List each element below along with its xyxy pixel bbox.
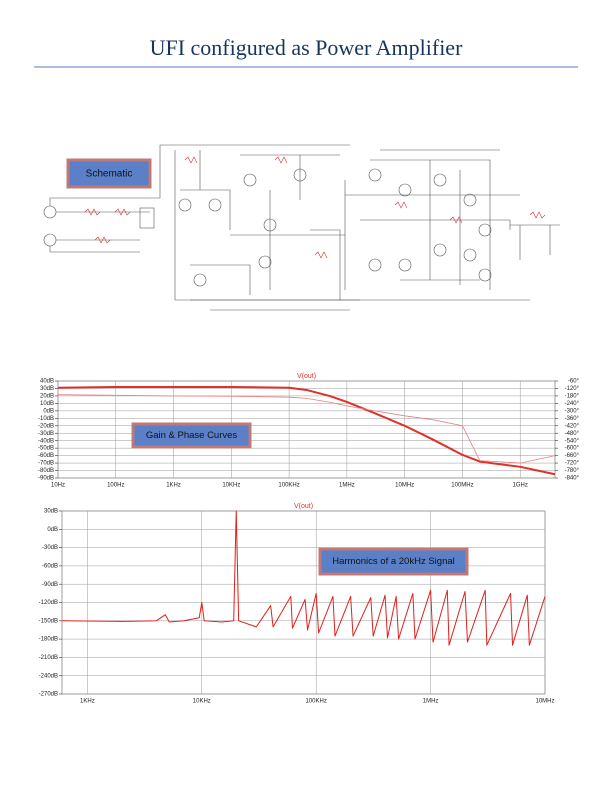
- y-tick-label: -70dB: [38, 461, 54, 467]
- y2-tick-label: -420°: [565, 423, 580, 429]
- x-tick-label: 100KHz: [306, 699, 327, 705]
- y2-tick-label: -780°: [565, 468, 580, 474]
- y-tick-label: 0dB: [43, 408, 54, 414]
- y-tick-label: -90dB: [42, 582, 58, 588]
- x-tick-label: 1MHz: [339, 483, 355, 489]
- x-tick-label: 1GHz: [513, 483, 528, 489]
- x-tick-label: 100MHz: [451, 483, 473, 489]
- y2-tick-label: -660°: [565, 453, 580, 459]
- annotation-box: [131, 422, 252, 449]
- y2-tick-label: -540°: [565, 438, 580, 444]
- x-tick-label: 1MHz: [423, 699, 439, 705]
- x-tick-label: 100Hz: [107, 483, 124, 489]
- y-tick-label: -60dB: [42, 563, 58, 569]
- y-tick-label: 40dB: [40, 379, 54, 385]
- annotation: Gain & Phase Curves: [146, 430, 238, 441]
- schematic: [43, 144, 560, 311]
- y-tick-label: -240dB: [39, 673, 58, 679]
- y-tick-label: -80dB: [38, 468, 54, 474]
- schematic-label-box: [66, 158, 152, 189]
- y-tick-label: -180dB: [39, 637, 58, 643]
- x-tick-label: 1KHz: [166, 483, 181, 489]
- y-tick-label: 10dB: [40, 401, 54, 407]
- y2-tick-label: -240°: [565, 401, 580, 407]
- y-tick-label: -30dB: [42, 545, 58, 551]
- y2-tick-label: -300°: [565, 408, 580, 414]
- y-tick-label: -150dB: [39, 618, 58, 624]
- y-tick-label: -120dB: [39, 600, 58, 606]
- annotation: Harmonics of a 20kHz Signal: [332, 556, 455, 567]
- y2-tick-label: -120°: [565, 386, 580, 392]
- y-tick-label: -40dB: [38, 438, 54, 444]
- x-tick-label: 1KHz: [80, 699, 95, 705]
- x-tick-label: 100KHz: [278, 483, 299, 489]
- x-tick-label: 10MHz: [395, 483, 414, 489]
- y-tick-label: -20dB: [38, 423, 54, 429]
- y2-tick-label: -600°: [565, 446, 580, 452]
- y-tick-label: -270dB: [39, 692, 58, 698]
- chart-title: V(out): [297, 373, 316, 380]
- x-tick-label: 10Hz: [51, 483, 65, 489]
- series-line: [57, 394, 556, 464]
- schematic-label: Schematic: [86, 169, 133, 180]
- y-tick-label: 20dB: [40, 394, 54, 400]
- x-tick-label: 10KHz: [193, 699, 211, 705]
- x-tick-label: 10KHz: [222, 483, 240, 489]
- y-tick-label: -210dB: [39, 655, 58, 661]
- series-line: [61, 510, 546, 646]
- y2-tick-label: -840°: [565, 476, 580, 482]
- y2-tick-label: -720°: [565, 461, 580, 467]
- chart-title: V(out): [294, 503, 313, 510]
- y-tick-label: -10dB: [38, 416, 54, 422]
- y-tick-label: 30dB: [40, 386, 54, 392]
- series-line: [57, 385, 556, 476]
- y-tick-label: 30dB: [44, 509, 58, 515]
- y2-tick-label: -180°: [565, 394, 580, 400]
- y-tick-label: -30dB: [38, 431, 54, 437]
- y-tick-label: -60dB: [38, 453, 54, 459]
- y2-tick-label: -480°: [565, 431, 580, 437]
- y2-tick-label: -60°: [568, 379, 580, 385]
- page-title: UFI configured as Power Amplifier: [150, 35, 463, 60]
- x-tick-label: 10MHz: [535, 699, 554, 705]
- y2-tick-label: -360°: [565, 416, 580, 422]
- y-tick-label: 0dB: [47, 527, 58, 533]
- y-tick-label: -50dB: [38, 446, 54, 452]
- annotation-box: [318, 547, 469, 576]
- y-tick-label: -90dB: [38, 476, 54, 482]
